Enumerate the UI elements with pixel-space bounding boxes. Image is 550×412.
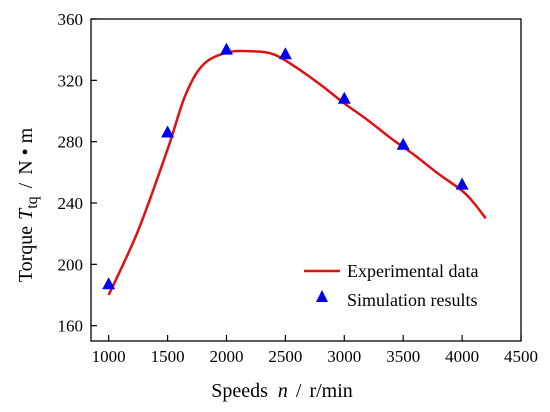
y-tick-label: 160 [58,317,84,336]
x-axis-title: Speeds n / r/min [211,380,353,402]
x-tick-label: 1500 [151,347,185,366]
x-tick-label: 4500 [504,347,538,366]
y-tick-label: 240 [58,194,84,213]
legend-label-simulation: Simulation results [347,290,478,310]
y-axis-title: TorqueTtq/N • m [15,127,41,282]
x-tick-label: 3000 [327,347,361,366]
y-tick-label: 200 [58,255,84,274]
y-tick-label: 320 [58,71,84,90]
simulation-point [278,47,292,60]
simulation-point [161,125,175,138]
simulation-point [396,137,410,150]
x-tick-label: 2000 [209,347,243,366]
legend: Experimental data Simulation results [304,261,478,310]
series-layer [102,42,487,296]
y-tick-label: 280 [58,133,84,152]
plot-frame [90,18,522,342]
x-tick-label: 2500 [268,347,302,366]
simulation-point [455,177,469,190]
x-tick-label: 1000 [92,347,126,366]
simulation-point [102,277,116,290]
y-tick-label: 360 [58,10,84,29]
experimental-data-line [107,49,487,296]
simulation-point [337,91,351,104]
simulation-point [219,42,233,55]
axis-ticks: 1000 1500 2000 2500 3000 3500 4000 4500 160 200 24… [58,10,539,366]
legend-label-experimental: Experimental data [347,261,478,281]
plot-border [90,18,522,342]
x-tick-label: 3500 [386,347,420,366]
legend-triangle-swatch [316,290,328,302]
x-tick-label: 4000 [445,347,479,366]
